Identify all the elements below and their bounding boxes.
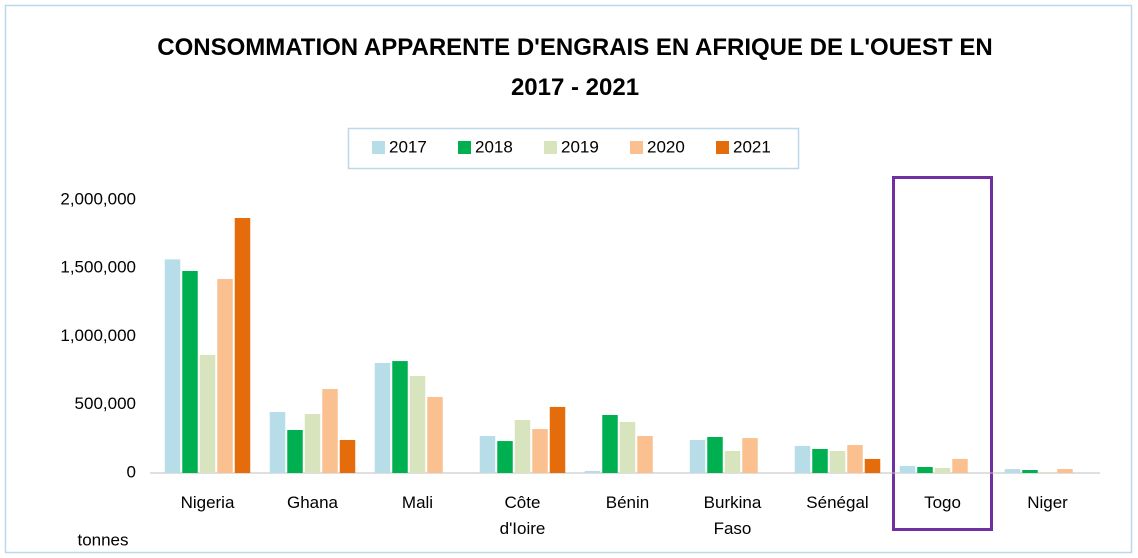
x-tick-label: Bénin — [605, 493, 650, 512]
y-axis-unit: tonnes — [77, 530, 128, 549]
legend-label: 2017 — [389, 137, 427, 156]
bar — [532, 429, 548, 473]
bar — [304, 414, 321, 473]
bar — [182, 270, 198, 473]
bar — [514, 420, 531, 473]
bar — [707, 436, 723, 473]
legend-label: 2019 — [561, 137, 599, 156]
bar — [234, 218, 251, 473]
y-tick-label: 500,000 — [75, 394, 136, 413]
legend-label: 2020 — [647, 137, 685, 156]
bar — [689, 439, 706, 473]
bar — [1022, 469, 1038, 473]
bar — [479, 436, 496, 473]
x-tick-label: Ghana — [286, 493, 339, 512]
bar — [952, 458, 968, 473]
bar — [427, 396, 443, 473]
y-tick-label: 2,000,000 — [60, 189, 136, 208]
bar — [602, 414, 618, 473]
bar — [217, 279, 233, 473]
bar — [812, 448, 828, 473]
bar — [794, 445, 811, 473]
y-tick-label: 1,500,000 — [60, 258, 136, 277]
bar — [497, 441, 513, 473]
y-tick-label: 0 — [127, 462, 136, 481]
x-tick-label: Nigeria — [180, 493, 235, 512]
bar — [1004, 469, 1021, 473]
bar — [637, 436, 653, 473]
legend-swatch — [544, 141, 557, 154]
bar — [269, 411, 286, 473]
bar — [934, 467, 951, 473]
x-tick-label: Sénégal — [806, 493, 869, 512]
bar — [322, 389, 338, 473]
chart-title: CONSOMMATION APPARENTE D'ENGRAIS EN AFRI… — [157, 34, 993, 101]
bar — [549, 406, 566, 473]
bar — [409, 375, 426, 473]
x-tick-label: Niger — [1027, 493, 1068, 512]
legend-swatch — [458, 141, 471, 154]
bar — [899, 466, 916, 473]
legend-swatch — [716, 141, 729, 154]
highlight-box — [892, 176, 993, 531]
bar — [917, 466, 933, 473]
legend-label: 2018 — [475, 137, 513, 156]
x-tick-label: Togo — [924, 493, 961, 512]
legend-label: 2021 — [733, 137, 771, 156]
bar — [864, 458, 881, 473]
bar — [584, 470, 601, 473]
bar — [724, 451, 741, 473]
bar — [287, 430, 303, 473]
bar — [164, 259, 181, 473]
bar — [1057, 469, 1073, 473]
bar — [339, 439, 356, 473]
bar — [392, 361, 408, 473]
x-tick-label: Côte d'Ioire — [499, 493, 546, 538]
bar — [742, 438, 758, 473]
bar — [374, 362, 391, 473]
bar — [619, 421, 636, 473]
bar — [1039, 472, 1056, 473]
bar — [829, 451, 846, 473]
x-tick-label: Mali — [401, 493, 434, 512]
legend-swatch — [372, 141, 385, 154]
legend-swatch — [630, 141, 643, 154]
x-tick-label: Burkina Faso — [703, 493, 762, 538]
bar — [847, 445, 863, 473]
y-tick-label: 1,000,000 — [60, 326, 136, 345]
bar — [199, 354, 216, 473]
